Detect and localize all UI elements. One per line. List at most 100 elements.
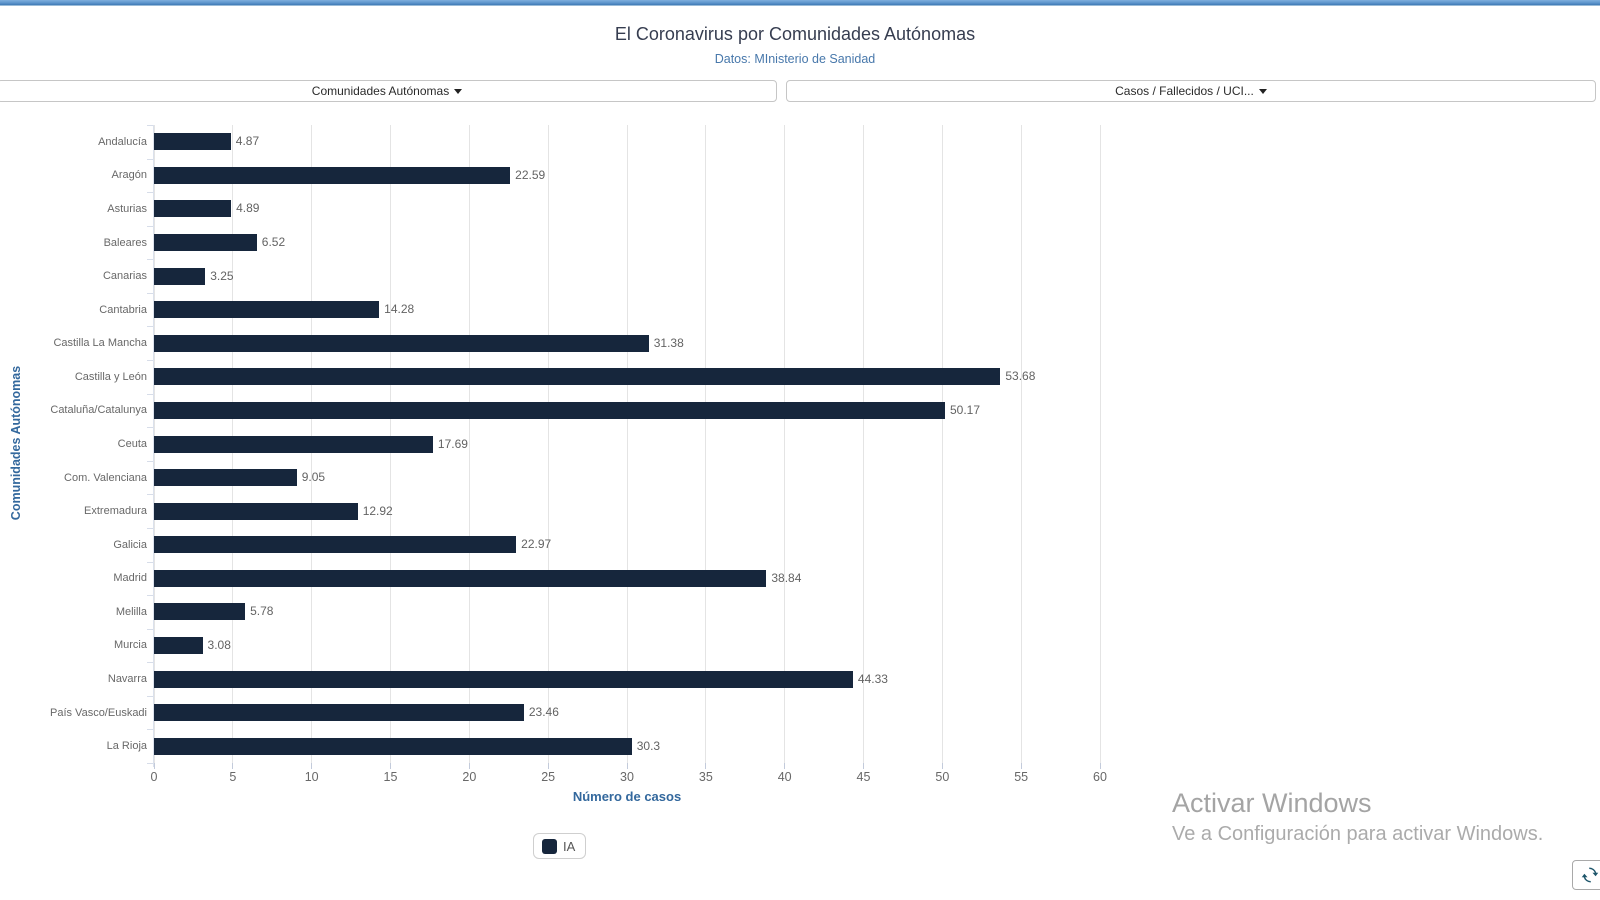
chevron-down-icon (454, 88, 463, 94)
gridline (468, 125, 470, 763)
legend-item-ia[interactable]: IA (533, 833, 587, 859)
x-axis-tick (705, 763, 707, 769)
x-axis-tick (153, 763, 155, 769)
bar[interactable] (154, 334, 649, 352)
bar[interactable] (154, 469, 297, 487)
bar[interactable] (154, 603, 246, 621)
chart-title: El Coronavirus por Comunidades Autónomas (614, 24, 976, 44)
bar[interactable] (154, 401, 945, 419)
bar[interactable] (154, 536, 517, 554)
bar[interactable] (154, 636, 203, 654)
bar-value-label: 4.89 (236, 201, 260, 216)
bar-value-label: 50.17 (950, 402, 981, 417)
bar[interactable] (154, 569, 767, 587)
bar[interactable] (154, 737, 632, 755)
x-tick-label: 10 (304, 770, 319, 784)
category-axis-tick (147, 259, 153, 261)
x-axis-tick (626, 763, 628, 769)
dropdown-comunidades-label: Comunidades Autónomas (311, 84, 450, 98)
bar[interactable] (154, 200, 232, 218)
category-label: Melilla (115, 605, 147, 618)
gridline (941, 125, 943, 763)
category-label: Asturias (107, 202, 147, 215)
x-axis-tick (1020, 763, 1022, 769)
category-label: Castilla La Mancha (53, 337, 147, 350)
category-axis-tick (147, 292, 153, 294)
legend-swatch (542, 838, 557, 854)
bar-value-label: 6.52 (261, 235, 286, 250)
x-tick-label: 40 (777, 770, 792, 784)
category-axis-line (153, 125, 154, 767)
bar[interactable] (154, 301, 380, 319)
bar-value-label: 9.05 (301, 470, 326, 485)
gridline (784, 125, 786, 763)
category-label: Cataluña/Catalunya (50, 404, 147, 417)
refresh-button[interactable] (1572, 860, 1600, 890)
bar-value-label: 53.68 (1005, 369, 1036, 384)
category-label: Baleares (103, 236, 147, 249)
category-axis-tick (147, 393, 153, 395)
category-label: Com. Valenciana (64, 471, 147, 484)
category-label: Cantabria (99, 303, 147, 316)
bar[interactable] (154, 704, 524, 722)
x-tick-label: 35 (698, 770, 713, 784)
gridline (547, 125, 549, 763)
gridline (1020, 125, 1022, 763)
bar[interactable] (154, 234, 257, 252)
category-label: País Vasco/Euskadi (49, 706, 147, 719)
category-axis-tick (147, 225, 153, 227)
chart-subtitle: Datos: MInisterio de Sanidad (714, 52, 876, 66)
bar[interactable] (154, 267, 206, 285)
bar[interactable] (154, 502, 358, 520)
x-tick-label: 60 (1093, 770, 1107, 784)
category-label: Murcia (113, 639, 147, 652)
category-axis-tick (147, 326, 153, 328)
x-axis-tick (468, 763, 470, 769)
x-axis-tick (941, 763, 943, 769)
windows-activation-watermark-title: Activar Windows (1172, 788, 1372, 818)
category-axis-tick (147, 729, 153, 731)
x-axis-title: Número de casos (572, 789, 682, 804)
gridline (863, 125, 864, 763)
x-tick-label: 50 (935, 770, 950, 784)
x-tick-label: 25 (541, 770, 556, 784)
dropdown-metric[interactable]: Casos / Fallecidos / UCI... (786, 80, 1596, 102)
category-label: Madrid (113, 572, 147, 585)
x-axis-tick (390, 763, 391, 769)
chevron-down-icon (1258, 88, 1267, 94)
bar[interactable] (154, 368, 1001, 386)
category-axis-tick (147, 527, 153, 529)
x-axis-tick (311, 763, 313, 769)
bar[interactable] (154, 133, 231, 151)
bar-value-label: 30.3 (636, 738, 661, 753)
x-tick-label: 15 (383, 770, 398, 784)
bar-value-label: 44.33 (857, 671, 888, 686)
category-label: Canarias (102, 270, 147, 283)
x-axis-tick (784, 763, 786, 769)
bar-value-label: 4.87 (235, 134, 260, 149)
category-axis-tick (147, 695, 153, 697)
category-label: Navarra (107, 673, 147, 686)
dropdown-comunidades[interactable]: Comunidades Autónomas (0, 80, 777, 102)
bar[interactable] (154, 435, 433, 453)
bar-value-label: 3.08 (207, 637, 231, 652)
category-axis-tick (147, 561, 153, 563)
bar[interactable] (154, 670, 853, 688)
bar-value-label: 17.69 (437, 436, 468, 451)
refresh-icon (1581, 867, 1599, 883)
bar-value-label: 3.25 (210, 268, 234, 283)
category-axis-tick (147, 595, 153, 597)
x-axis-tick (547, 763, 549, 769)
x-axis-tick (232, 763, 234, 769)
category-axis-tick (147, 427, 153, 429)
x-tick-label: 20 (462, 770, 477, 784)
bar-value-label: 14.28 (384, 302, 415, 317)
browser-loading-bar (0, 0, 1600, 6)
bar[interactable] (154, 166, 511, 184)
x-tick-label: 30 (620, 770, 634, 784)
category-axis-tick (147, 360, 153, 362)
category-label: Galicia (113, 538, 147, 551)
x-tick-label: 55 (1014, 770, 1029, 784)
